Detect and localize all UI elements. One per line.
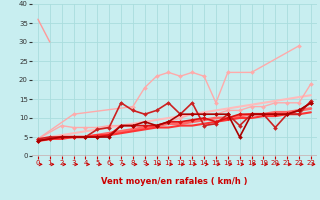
X-axis label: Vent moyen/en rafales ( km/h ): Vent moyen/en rafales ( km/h ) [101, 177, 248, 186]
